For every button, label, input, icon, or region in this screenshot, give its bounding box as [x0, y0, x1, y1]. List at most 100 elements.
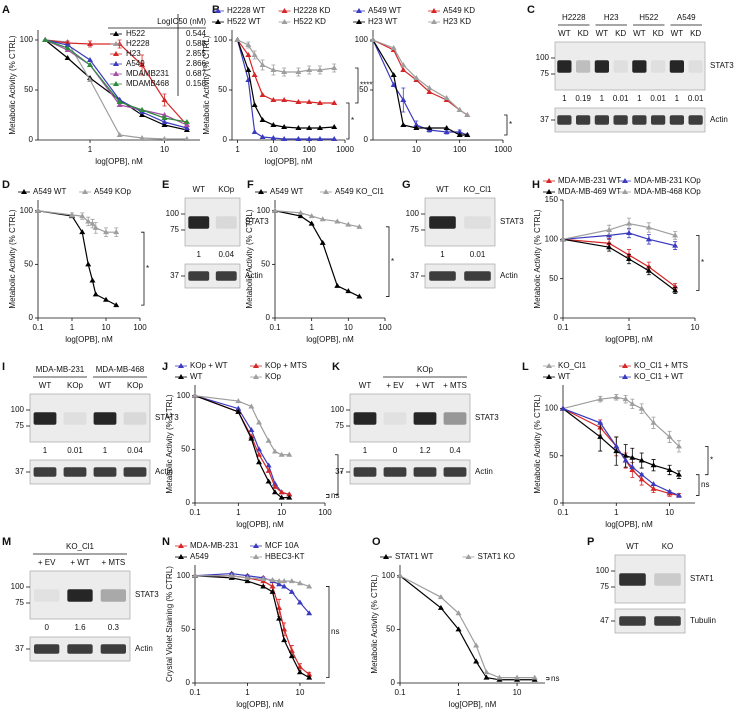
point [437, 594, 444, 600]
legend-label: H2228 [126, 39, 150, 48]
legend-marker [178, 374, 184, 379]
legend-label: KOp + WT [190, 361, 228, 370]
y-axis-label: Metabolic Activity (% CTRL) [202, 35, 211, 134]
point [626, 230, 632, 236]
point [259, 92, 266, 97]
lane-label: KD [578, 29, 589, 38]
quant-label: 1 [363, 446, 368, 455]
point [161, 115, 168, 120]
row-label: STAT3 [135, 590, 159, 599]
point [245, 42, 252, 47]
legend-marker [622, 189, 628, 194]
point [69, 212, 75, 218]
point [308, 213, 315, 219]
panel-label: P [587, 536, 594, 548]
legend-label: MDA-MB-231 [190, 541, 239, 550]
y-tick-label: 50 [181, 444, 190, 453]
y-tick-label: 50 [549, 451, 558, 460]
point [92, 291, 99, 297]
band [594, 115, 609, 125]
series-line [399, 575, 535, 681]
point [413, 122, 420, 127]
series-line [562, 238, 676, 291]
y-tick-label: 0 [186, 498, 191, 507]
group-label: A549 [677, 13, 696, 22]
legend-marker [21, 189, 27, 194]
series-line [37, 210, 117, 306]
y-tick-label: 100 [355, 35, 369, 44]
point [295, 136, 302, 141]
legend-label: A549 WT [33, 187, 66, 196]
point [276, 581, 283, 587]
y-tick-label: 0 [29, 135, 34, 144]
significance-bracket [546, 677, 550, 681]
series-line [194, 575, 310, 679]
legend-label: H23 KD [443, 17, 471, 26]
point [316, 136, 323, 141]
legend-marker [546, 374, 552, 379]
legend-value: 2.855 [186, 49, 207, 58]
point [161, 119, 168, 124]
lane-label: KD [615, 29, 626, 38]
legend-label: H522 KD [294, 17, 327, 26]
point [464, 132, 471, 137]
point [281, 69, 288, 74]
legend-marker [258, 189, 264, 194]
x-axis-label: log[OPB], nM [236, 700, 284, 709]
row-label: Actin [155, 467, 173, 476]
band [34, 644, 60, 654]
panel-label: L [522, 361, 529, 373]
point [139, 135, 146, 140]
legend-label: H522 WT [227, 17, 261, 26]
point [103, 229, 109, 235]
legend-value: 0.544 [186, 29, 207, 38]
point [672, 242, 679, 248]
point [288, 653, 295, 659]
lane-label: + EV [38, 558, 56, 567]
lane-label: KOp [127, 381, 144, 390]
band [93, 412, 117, 425]
point [288, 578, 295, 584]
legend-label: HBEC3-KT [265, 552, 305, 561]
y-tick-label: 0 [223, 135, 228, 144]
x-axis-label: log[OPB], nM [605, 335, 653, 344]
point [622, 396, 629, 402]
y-tick-label: 50 [549, 274, 558, 283]
point [248, 435, 255, 441]
legend-label: A549 [190, 552, 209, 561]
band [619, 573, 646, 586]
point [345, 221, 352, 227]
panel-label: D [2, 179, 10, 191]
legend-label: H522 [126, 29, 146, 38]
point [645, 236, 652, 242]
band [100, 589, 126, 602]
lane-label: WT [671, 29, 684, 38]
legend-marker [622, 363, 628, 368]
lane-label: WT [436, 185, 449, 194]
group-label: MDA-MB-231 [36, 365, 85, 374]
point [613, 448, 620, 454]
quant-label: 0.01 [67, 446, 83, 455]
series-line [372, 39, 468, 116]
point [87, 77, 94, 82]
point [87, 41, 94, 46]
legend-marker [281, 19, 288, 24]
significance-bracket [346, 102, 350, 140]
point [251, 72, 258, 77]
point [437, 604, 444, 610]
point [622, 457, 629, 463]
x-tick-label: 1 [245, 688, 250, 697]
band [67, 589, 93, 602]
x-axis-label: log[OPB], nM [236, 520, 284, 529]
band [632, 115, 647, 125]
mw-label: 100 [536, 53, 550, 62]
x-axis-label: log[OPB], nM [306, 335, 354, 344]
point [626, 220, 632, 226]
point [276, 615, 283, 621]
point [308, 220, 315, 226]
significance-label: ns [551, 674, 559, 683]
band [632, 60, 647, 73]
point [259, 62, 266, 67]
